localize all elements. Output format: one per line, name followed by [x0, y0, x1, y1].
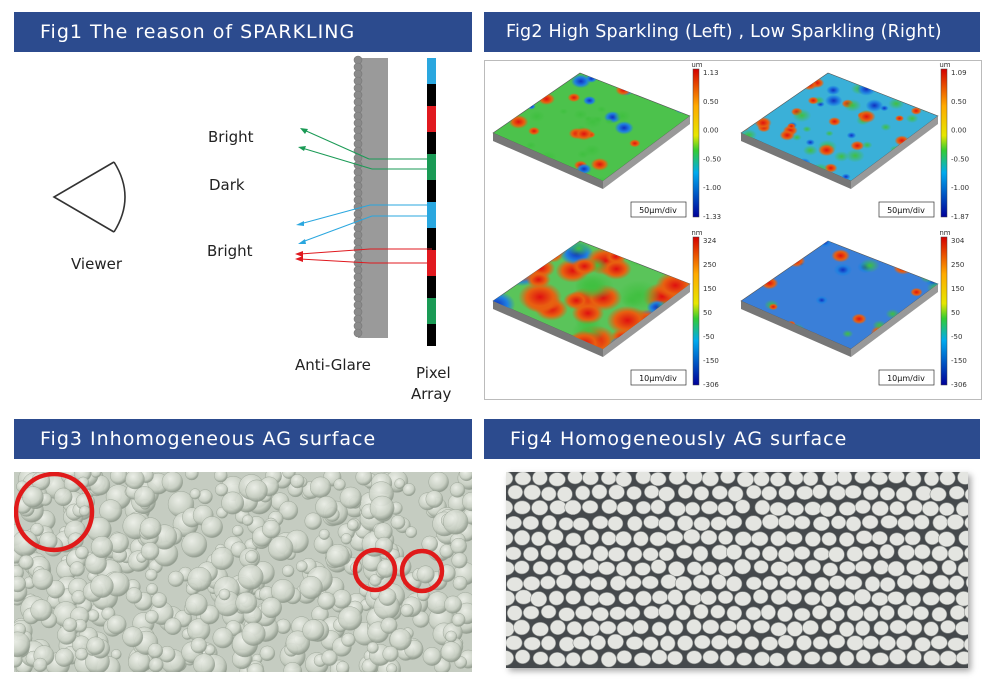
pixel-array — [427, 58, 436, 346]
bright-bottom-label: Bright — [207, 242, 253, 260]
highlight-circle-large — [14, 472, 95, 553]
surface-plots-svg: um1.130.500.00-0.50-1.00-1.3350μm/divum1… — [492, 61, 969, 389]
colorbar-tick: 0.50 — [703, 98, 719, 106]
dark-label: Dark — [209, 176, 245, 194]
fig4-title: Fig4 Homogeneously AG surface — [510, 428, 848, 450]
colorbar-unit: nm — [939, 229, 950, 237]
colorbar-tick: -1.33 — [703, 213, 721, 221]
colorbar-tick: 304 — [951, 237, 965, 245]
colorbar-unit: nm — [691, 229, 702, 237]
colorbar-tick: -150 — [951, 357, 967, 365]
colorbar-tick: 0.50 — [951, 98, 967, 106]
colorbar-tick: -50 — [951, 333, 962, 341]
ray-red-1 — [295, 248, 432, 257]
colorbar-tick: -0.50 — [703, 155, 721, 163]
colorbar-tick: 250 — [703, 261, 716, 269]
fig2-surface-plots: um 1.13 0.50 0.00 -0.50 -1.00 -1.33 50μm/div um 1… — [484, 60, 982, 400]
colorbar-unit: um — [939, 61, 950, 69]
fig2-title: Fig2 High Sparkling (Left) , Low Sparkli… — [506, 22, 942, 42]
colorbar-tick: 250 — [951, 261, 964, 269]
fig1-header: Fig1 The reason of SPARKLING — [14, 12, 472, 52]
anti-glare-label: Anti-Glare — [295, 356, 371, 374]
colorbar-tick: -306 — [951, 381, 967, 389]
surface-plot: um1.09 0.50 0.00 -0.50 -1.00 -1.87 50μm/div — [740, 61, 969, 221]
colorbar-tick: 1.09 — [951, 69, 967, 77]
colorbar-tick: 324 — [703, 237, 717, 245]
surface-plot: um1.13 0.50 0.00 -0.50 -1.00 -1.33 50μm/div — [492, 61, 721, 221]
scale-label: 50μm/div — [639, 206, 677, 215]
colorbar-tick: -1.00 — [703, 184, 721, 192]
colorbar-tick: -1.00 — [951, 184, 969, 192]
colorbar-unit: um — [691, 61, 702, 69]
ray-blue-1 — [296, 204, 432, 226]
fig3-micrograph — [14, 472, 472, 672]
colorbar-tick: -0.50 — [951, 155, 969, 163]
highlight-circle-small-2 — [399, 548, 445, 594]
fig1-diagram: Viewer Bright Dark Bright Anti-Glare Pix… — [14, 52, 472, 407]
scale-label: 10μm/div — [639, 374, 677, 383]
ray-green-1 — [300, 128, 432, 160]
bright-top-label: Bright — [208, 128, 254, 146]
colorbar-tick: 1.13 — [703, 69, 719, 77]
viewer-label: Viewer — [71, 255, 122, 273]
inhomogeneous-surface-svg — [14, 472, 472, 672]
anti-glare-plate — [353, 55, 388, 338]
colorbar-tick: 0.00 — [951, 127, 967, 135]
fig3-header: Fig3 Inhomogeneous AG surface — [14, 419, 472, 459]
ray-blue-2 — [298, 215, 432, 244]
ray-green-2 — [298, 146, 432, 170]
scale-label: 10μm/div — [887, 374, 925, 383]
colorbar-tick: 50 — [703, 309, 712, 317]
colorbar-tick: -50 — [703, 333, 714, 341]
homogeneous-surface-svg — [506, 472, 968, 668]
colorbar-tick: 0.00 — [703, 127, 719, 135]
fig1-title: Fig1 The reason of SPARKLING — [40, 21, 356, 43]
colorbar-tick: -306 — [703, 381, 719, 389]
array-label: Array — [411, 385, 452, 403]
sparkling-diagram-svg — [52, 55, 436, 346]
highlight-circle-small-1 — [352, 547, 398, 593]
fig4-micrograph — [506, 472, 968, 668]
colorbar-tick: 150 — [703, 285, 716, 293]
colorbar-tick: 50 — [951, 309, 960, 317]
colorbar-tick: -1.87 — [951, 213, 969, 221]
fig3-title: Fig3 Inhomogeneous AG surface — [40, 428, 377, 450]
colorbar-tick: -150 — [703, 357, 719, 365]
ray-red-2 — [295, 256, 432, 264]
pixel-label: Pixel — [416, 364, 451, 382]
fig4-header: Fig4 Homogeneously AG surface — [484, 419, 980, 459]
viewer-eye-icon — [52, 161, 126, 233]
colorbar-tick: 150 — [951, 285, 964, 293]
scale-label: 50μm/div — [887, 206, 925, 215]
fig2-header: Fig2 High Sparkling (Left) , Low Sparkli… — [484, 12, 980, 52]
